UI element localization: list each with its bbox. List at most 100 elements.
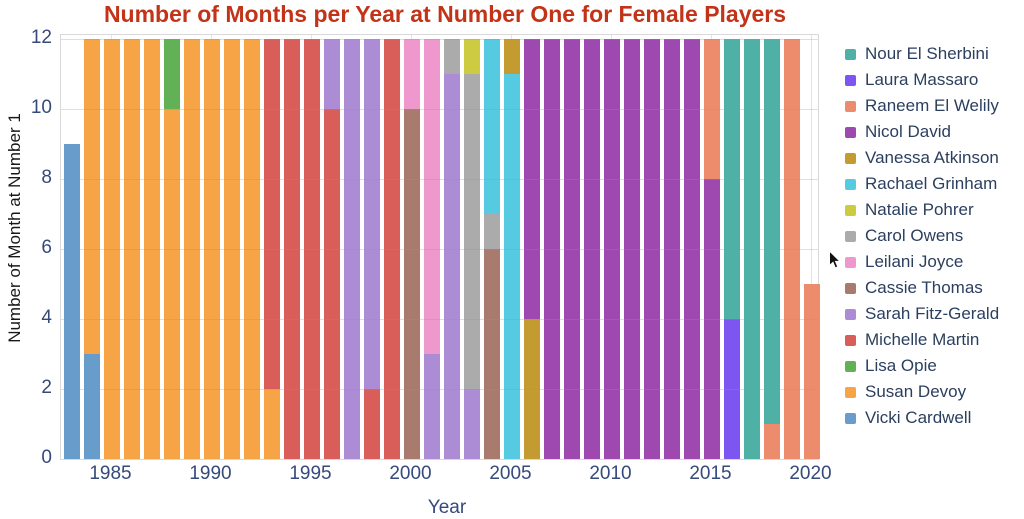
legend-label: Vicki Cardwell xyxy=(865,408,972,427)
bar-segment-2008-nicol-david[interactable] xyxy=(563,39,580,459)
bar-segment-1985-susan-devoy[interactable] xyxy=(103,39,120,459)
bar-segment-2020-raneem-el-welily[interactable] xyxy=(803,284,820,459)
y-gridline-8 xyxy=(61,179,818,180)
bar-segment-2012-nicol-david[interactable] xyxy=(643,39,660,459)
bar-segment-1991-susan-devoy[interactable] xyxy=(223,39,240,459)
bar-segment-2010-nicol-david[interactable] xyxy=(603,39,620,459)
bar-segment-1988-lisa-opie[interactable] xyxy=(163,39,180,109)
x-tick-label-2000: 2000 xyxy=(389,463,432,484)
bar-segment-2014-nicol-david[interactable] xyxy=(683,39,700,459)
bar-segment-1993-michelle-martin[interactable] xyxy=(263,39,280,389)
legend-item-raneem-el-welily[interactable]: Raneem El Welily xyxy=(845,96,1020,116)
legend-item-lisa-opie[interactable]: Lisa Opie xyxy=(845,356,1020,376)
x-tick-label-1990: 1990 xyxy=(189,463,232,484)
bar-segment-1984-vicki-cardwell[interactable] xyxy=(83,354,100,459)
legend-swatch xyxy=(845,100,856,112)
bar-segment-2005-vanessa-atkinson[interactable] xyxy=(503,39,520,74)
bar-segment-2011-nicol-david[interactable] xyxy=(623,39,640,459)
x-tick-label-2010: 2010 xyxy=(589,463,632,484)
bar-segment-1984-susan-devoy[interactable] xyxy=(83,39,100,354)
legend-item-nour-el-sherbini[interactable]: Nour El Sherbini xyxy=(845,44,1020,64)
bar-segment-2016-laura-massaro[interactable] xyxy=(723,319,740,459)
x-gridline-2020 xyxy=(811,35,812,459)
legend-swatch xyxy=(845,256,856,268)
legend-item-nicol-david[interactable]: Nicol David xyxy=(845,122,1020,142)
bar-segment-2004-rachael-grinham[interactable] xyxy=(483,39,500,214)
bar-segment-2019-raneem-el-welily[interactable] xyxy=(783,39,800,459)
legend: Nour El Sherbini Laura Massaro Raneem El W… xyxy=(845,44,1020,434)
legend-label: Laura Massaro xyxy=(865,70,979,89)
legend-item-laura-massaro[interactable]: Laura Massaro xyxy=(845,70,1020,90)
bar-segment-1990-susan-devoy[interactable] xyxy=(203,39,220,459)
bar-segment-2000-cassie-thomas[interactable] xyxy=(403,109,420,459)
bar-segment-2015-raneem-el-welily[interactable] xyxy=(703,39,720,179)
y-tick-label-0: 0 xyxy=(41,447,52,468)
bar-segment-2003-sarah-fitz-gerald[interactable] xyxy=(463,389,480,459)
bar-segment-1986-susan-devoy[interactable] xyxy=(123,39,140,459)
bar-segment-2018-raneem-el-welily[interactable] xyxy=(763,424,780,459)
legend-item-susan-devoy[interactable]: Susan Devoy xyxy=(845,382,1020,402)
mouse-cursor xyxy=(829,250,841,269)
bar-segment-2007-nicol-david[interactable] xyxy=(543,39,560,459)
bar-segment-2013-nicol-david[interactable] xyxy=(663,39,680,459)
bar-segment-1989-susan-devoy[interactable] xyxy=(183,39,200,459)
legend-item-natalie-pohrer[interactable]: Natalie Pohrer xyxy=(845,200,1020,220)
bar-segment-1996-sarah-fitz-gerald[interactable] xyxy=(323,39,340,109)
bar-segment-2002-carol-owens[interactable] xyxy=(443,39,460,74)
legend-item-vicki-cardwell[interactable]: Vicki Cardwell xyxy=(845,408,1020,428)
legend-label: Rachael Grinham xyxy=(865,174,998,193)
legend-item-leilani-joyce[interactable]: Leilani Joyce xyxy=(845,252,1020,272)
bar-segment-1997-sarah-fitz-gerald[interactable] xyxy=(343,39,360,459)
legend-swatch xyxy=(845,282,856,294)
bar-segment-2018-nour-el-sherbini[interactable] xyxy=(763,39,780,424)
chart-title: Number of Months per Year at Number One … xyxy=(103,1,787,27)
legend-label: Nicol David xyxy=(865,122,951,141)
bar-segment-2001-leilani-joyce[interactable] xyxy=(423,39,440,354)
bar-segment-1987-susan-devoy[interactable] xyxy=(143,39,160,459)
y-tick-label-6: 6 xyxy=(41,237,52,258)
bar-segment-1996-michelle-martin[interactable] xyxy=(323,109,340,459)
bar-segment-1999-michelle-martin[interactable] xyxy=(383,39,400,459)
bar-segment-2006-vanessa-atkinson[interactable] xyxy=(523,319,540,459)
legend-item-carol-owens[interactable]: Carol Owens xyxy=(845,226,1020,246)
bar-segment-1983-vicki-cardwell[interactable] xyxy=(63,144,80,459)
legend-label: Leilani Joyce xyxy=(865,252,964,271)
bar-segment-2000-leilani-joyce[interactable] xyxy=(403,39,420,109)
bar-segment-2017-nour-el-sherbini[interactable] xyxy=(743,39,760,459)
bar-segment-2003-natalie-pohrer[interactable] xyxy=(463,39,480,74)
bar-segment-2004-carol-owens[interactable] xyxy=(483,214,500,249)
legend-swatch xyxy=(845,230,856,242)
bar-segment-2009-nicol-david[interactable] xyxy=(583,39,600,459)
y-gridline-12 xyxy=(61,39,818,40)
legend-label: Carol Owens xyxy=(865,226,964,245)
y-tick-label-2: 2 xyxy=(41,377,52,398)
bar-segment-2016-nour-el-sherbini[interactable] xyxy=(723,39,740,319)
legend-item-cassie-thomas[interactable]: Cassie Thomas xyxy=(845,278,1020,298)
legend-swatch xyxy=(845,126,856,138)
legend-item-rachael-grinham[interactable]: Rachael Grinham xyxy=(845,174,1020,194)
y-gridline-2 xyxy=(61,389,818,390)
bar-segment-1994-michelle-martin[interactable] xyxy=(283,39,300,459)
legend-label: Lisa Opie xyxy=(865,356,937,375)
x-axis-title: Year xyxy=(427,497,467,518)
legend-label: Vanessa Atkinson xyxy=(865,148,999,167)
bar-segment-2004-cassie-thomas[interactable] xyxy=(483,249,500,459)
legend-swatch xyxy=(845,386,856,398)
y-tick-label-12: 12 xyxy=(30,27,52,48)
bar-segment-1988-susan-devoy[interactable] xyxy=(163,109,180,459)
bar-segment-2006-nicol-david[interactable] xyxy=(523,39,540,319)
bar-segment-1998-michelle-martin[interactable] xyxy=(363,389,380,459)
bar-segment-2002-sarah-fitz-gerald[interactable] xyxy=(443,74,460,459)
bar-segment-2001-sarah-fitz-gerald[interactable] xyxy=(423,354,440,459)
legend-item-vanessa-atkinson[interactable]: Vanessa Atkinson xyxy=(845,148,1020,168)
bar-segment-1995-michelle-martin[interactable] xyxy=(303,39,320,459)
bar-segment-2015-nicol-david[interactable] xyxy=(703,179,720,459)
legend-item-sarah-fitz-gerald[interactable]: Sarah Fitz-Gerald xyxy=(845,304,1020,324)
bar-segment-1998-sarah-fitz-gerald[interactable] xyxy=(363,39,380,389)
bar-segment-2003-carol-owens[interactable] xyxy=(463,74,480,389)
bar-segment-1992-susan-devoy[interactable] xyxy=(243,39,260,459)
bar-segment-1993-susan-devoy[interactable] xyxy=(263,389,280,459)
legend-item-michelle-martin[interactable]: Michelle Martin xyxy=(845,330,1020,350)
legend-label: Sarah Fitz-Gerald xyxy=(865,304,1000,323)
bar-segment-2005-rachael-grinham[interactable] xyxy=(503,74,520,459)
